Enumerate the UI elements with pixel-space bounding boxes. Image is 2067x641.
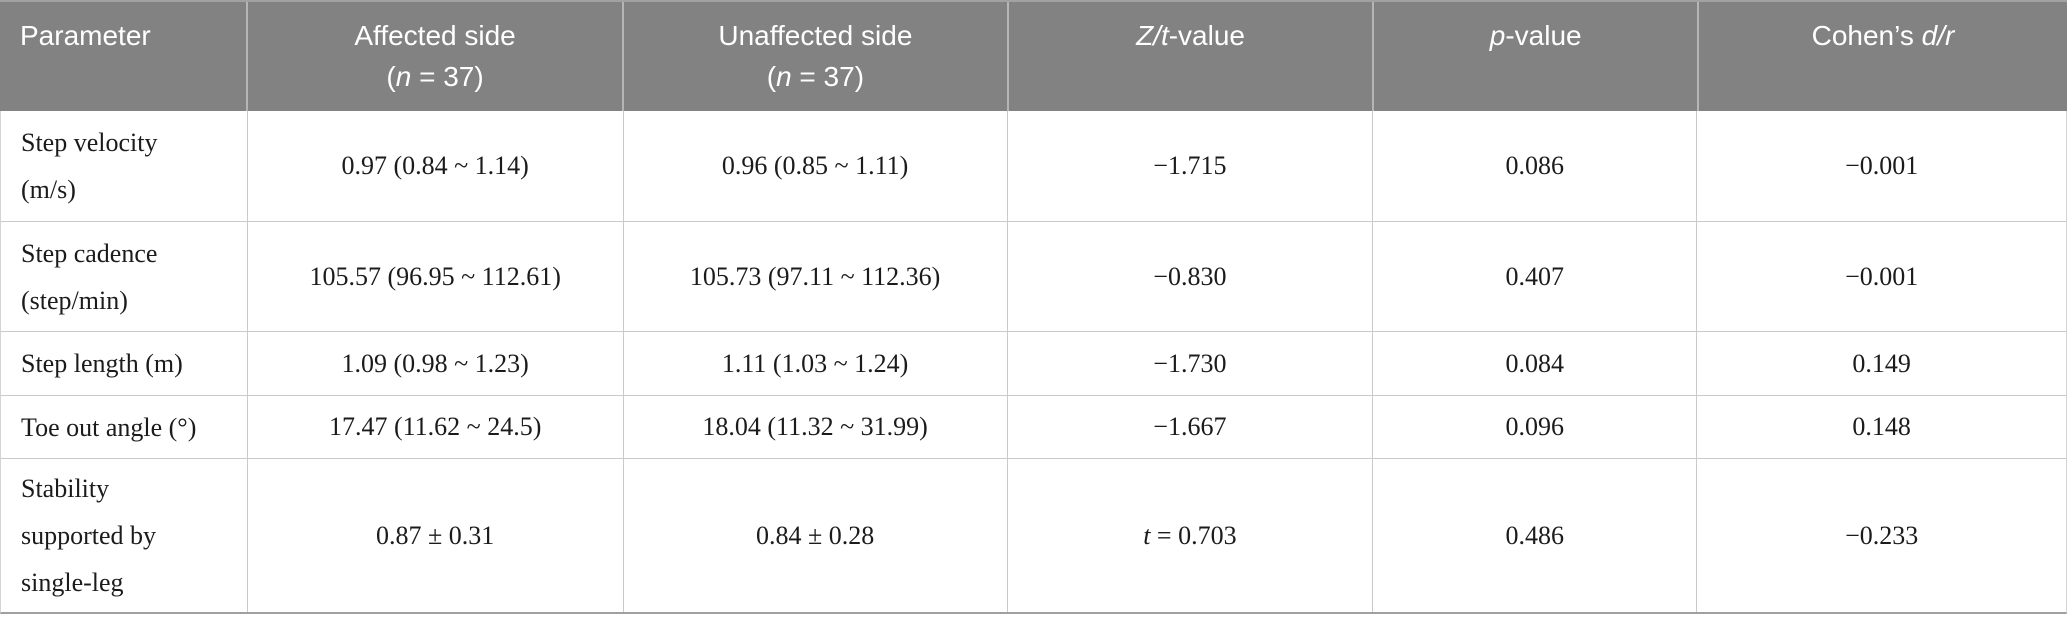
- affected-side-cell: 0.97 (0.84 ~ 1.14): [246, 111, 623, 221]
- header-cohens-pre: Cohen’s: [1811, 20, 1922, 51]
- parameter-line: Toe out angle (°): [21, 412, 197, 442]
- unaffected-side-cell: 0.96 (0.85 ~ 1.11): [622, 111, 1007, 221]
- cohens-dr-cell: −0.001: [1696, 222, 2066, 331]
- zt-value-cell: t = 0.703: [1006, 459, 1373, 612]
- p-value-cell: 0.096: [1372, 396, 1696, 458]
- unaffected-side-cell: 105.73 (97.11 ~ 112.36): [622, 222, 1007, 331]
- p-value-cell: 0.084: [1372, 332, 1696, 395]
- affected-side-cell: 105.57 (96.95 ~ 112.61): [246, 222, 623, 331]
- header-cohens-italic: d/r: [1921, 20, 1955, 51]
- unaffected-side-cell: 18.04 (11.32 ~ 31.99): [622, 396, 1007, 458]
- header-unaffected-n: n: [776, 61, 792, 92]
- affected-side-cell: 1.09 (0.98 ~ 1.23): [246, 332, 623, 395]
- parameter-line: Step length (m): [21, 349, 183, 378]
- header-unaffected-open: (: [766, 61, 777, 92]
- table-row-step-length: Step length (m) 1.09 (0.98 ~ 1.23) 1.11 …: [1, 331, 2066, 395]
- header-affected-line2: (n = 37): [386, 56, 483, 97]
- header-unaffected-line2: (n = 37): [767, 56, 864, 97]
- parameter-cell: Step velocity (m/s): [1, 111, 247, 221]
- cohens-dr-cell: 0.149: [1696, 332, 2066, 395]
- zt-value-cell: −1.730: [1006, 332, 1373, 395]
- table-row-step-velocity: Step velocity (m/s) 0.97 (0.84 ~ 1.14) 0…: [1, 111, 2066, 221]
- parameter-cell: Toe out angle (°): [1, 396, 247, 458]
- header-affected-open: (: [386, 61, 396, 92]
- table-body: Step velocity (m/s) 0.97 (0.84 ~ 1.14) 0…: [0, 111, 2067, 614]
- column-header-parameter: Parameter: [0, 2, 246, 111]
- parameter-cell: Step cadence (step/min): [1, 222, 247, 331]
- parameter-line: (m/s): [21, 175, 76, 204]
- p-value-cell: 0.407: [1372, 222, 1696, 331]
- affected-side-cell: 0.87 ± 0.31: [246, 459, 623, 612]
- header-p-italic: p: [1489, 20, 1506, 51]
- table-row-step-cadence: Step cadence (step/min) 105.57 (96.95 ~ …: [1, 221, 2066, 331]
- header-p-label: p-value: [1490, 15, 1582, 56]
- parameter-line: Step velocity: [21, 128, 158, 157]
- statistics-table: Parameter Affected side (n = 37) Unaffec…: [0, 0, 2067, 614]
- p-value-cell: 0.486: [1372, 459, 1696, 612]
- table-header-row: Parameter Affected side (n = 37) Unaffec…: [0, 0, 2067, 111]
- header-unaffected-line1: Unaffected side: [718, 20, 913, 51]
- parameter-line: single-leg: [21, 568, 124, 597]
- cohens-dr-cell: −0.001: [1696, 111, 2066, 221]
- header-affected-rest: = 37): [411, 61, 484, 92]
- header-affected-line1: Affected side: [354, 20, 516, 51]
- parameter-line: supported by: [21, 521, 157, 550]
- parameter-line: Stability: [21, 474, 110, 503]
- cohens-dr-cell: −0.233: [1696, 459, 2066, 612]
- table-row-toe-out-angle: Toe out angle (°) 17.47 (11.62 ~ 24.5) 1…: [1, 395, 2066, 458]
- column-header-p-value: p-value: [1372, 2, 1697, 111]
- parameter-cell: Step length (m): [1, 332, 247, 395]
- header-zt-label: Z/t-value: [1136, 15, 1245, 56]
- header-zt-italic: Z/t: [1136, 20, 1169, 51]
- column-header-cohens-dr: Cohen’s d/r: [1696, 2, 2067, 111]
- p-value-cell: 0.086: [1372, 111, 1696, 221]
- header-zt-rest: -value: [1168, 20, 1245, 51]
- parameter-line: Step cadence: [21, 238, 158, 268]
- header-unaffected-rest: = 37): [791, 61, 865, 92]
- header-cohens-label: Cohen’s d/r: [1812, 15, 1955, 56]
- unaffected-side-cell: 0.84 ± 0.28: [622, 459, 1007, 612]
- unaffected-side-cell: 1.11 (1.03 ~ 1.24): [622, 332, 1007, 395]
- affected-side-cell: 17.47 (11.62 ~ 24.5): [246, 396, 623, 458]
- header-p-rest: -value: [1505, 20, 1582, 51]
- zt-value-cell: −0.830: [1006, 222, 1373, 331]
- zt-value-cell: −1.667: [1006, 396, 1373, 458]
- column-header-unaffected-side: Unaffected side (n = 37): [622, 2, 1006, 111]
- cohens-dr-cell: 0.148: [1696, 396, 2066, 458]
- zt-t-italic: t: [1143, 520, 1151, 550]
- parameter-cell: Stability supported by single-leg: [1, 459, 247, 612]
- header-affected-n: n: [395, 61, 412, 92]
- column-header-zt-value: Z/t-value: [1006, 2, 1373, 111]
- zt-t-rest: = 0.703: [1150, 520, 1237, 550]
- parameter-line: (step/min): [21, 285, 128, 315]
- zt-value-text: t = 0.703: [1143, 521, 1236, 551]
- column-header-affected-side: Affected side (n = 37): [245, 2, 622, 111]
- zt-value-cell: −1.715: [1006, 111, 1373, 221]
- header-parameter-label: Parameter: [20, 20, 151, 51]
- table-row-stability-single-leg: Stability supported by single-leg 0.87 ±…: [1, 458, 2066, 612]
